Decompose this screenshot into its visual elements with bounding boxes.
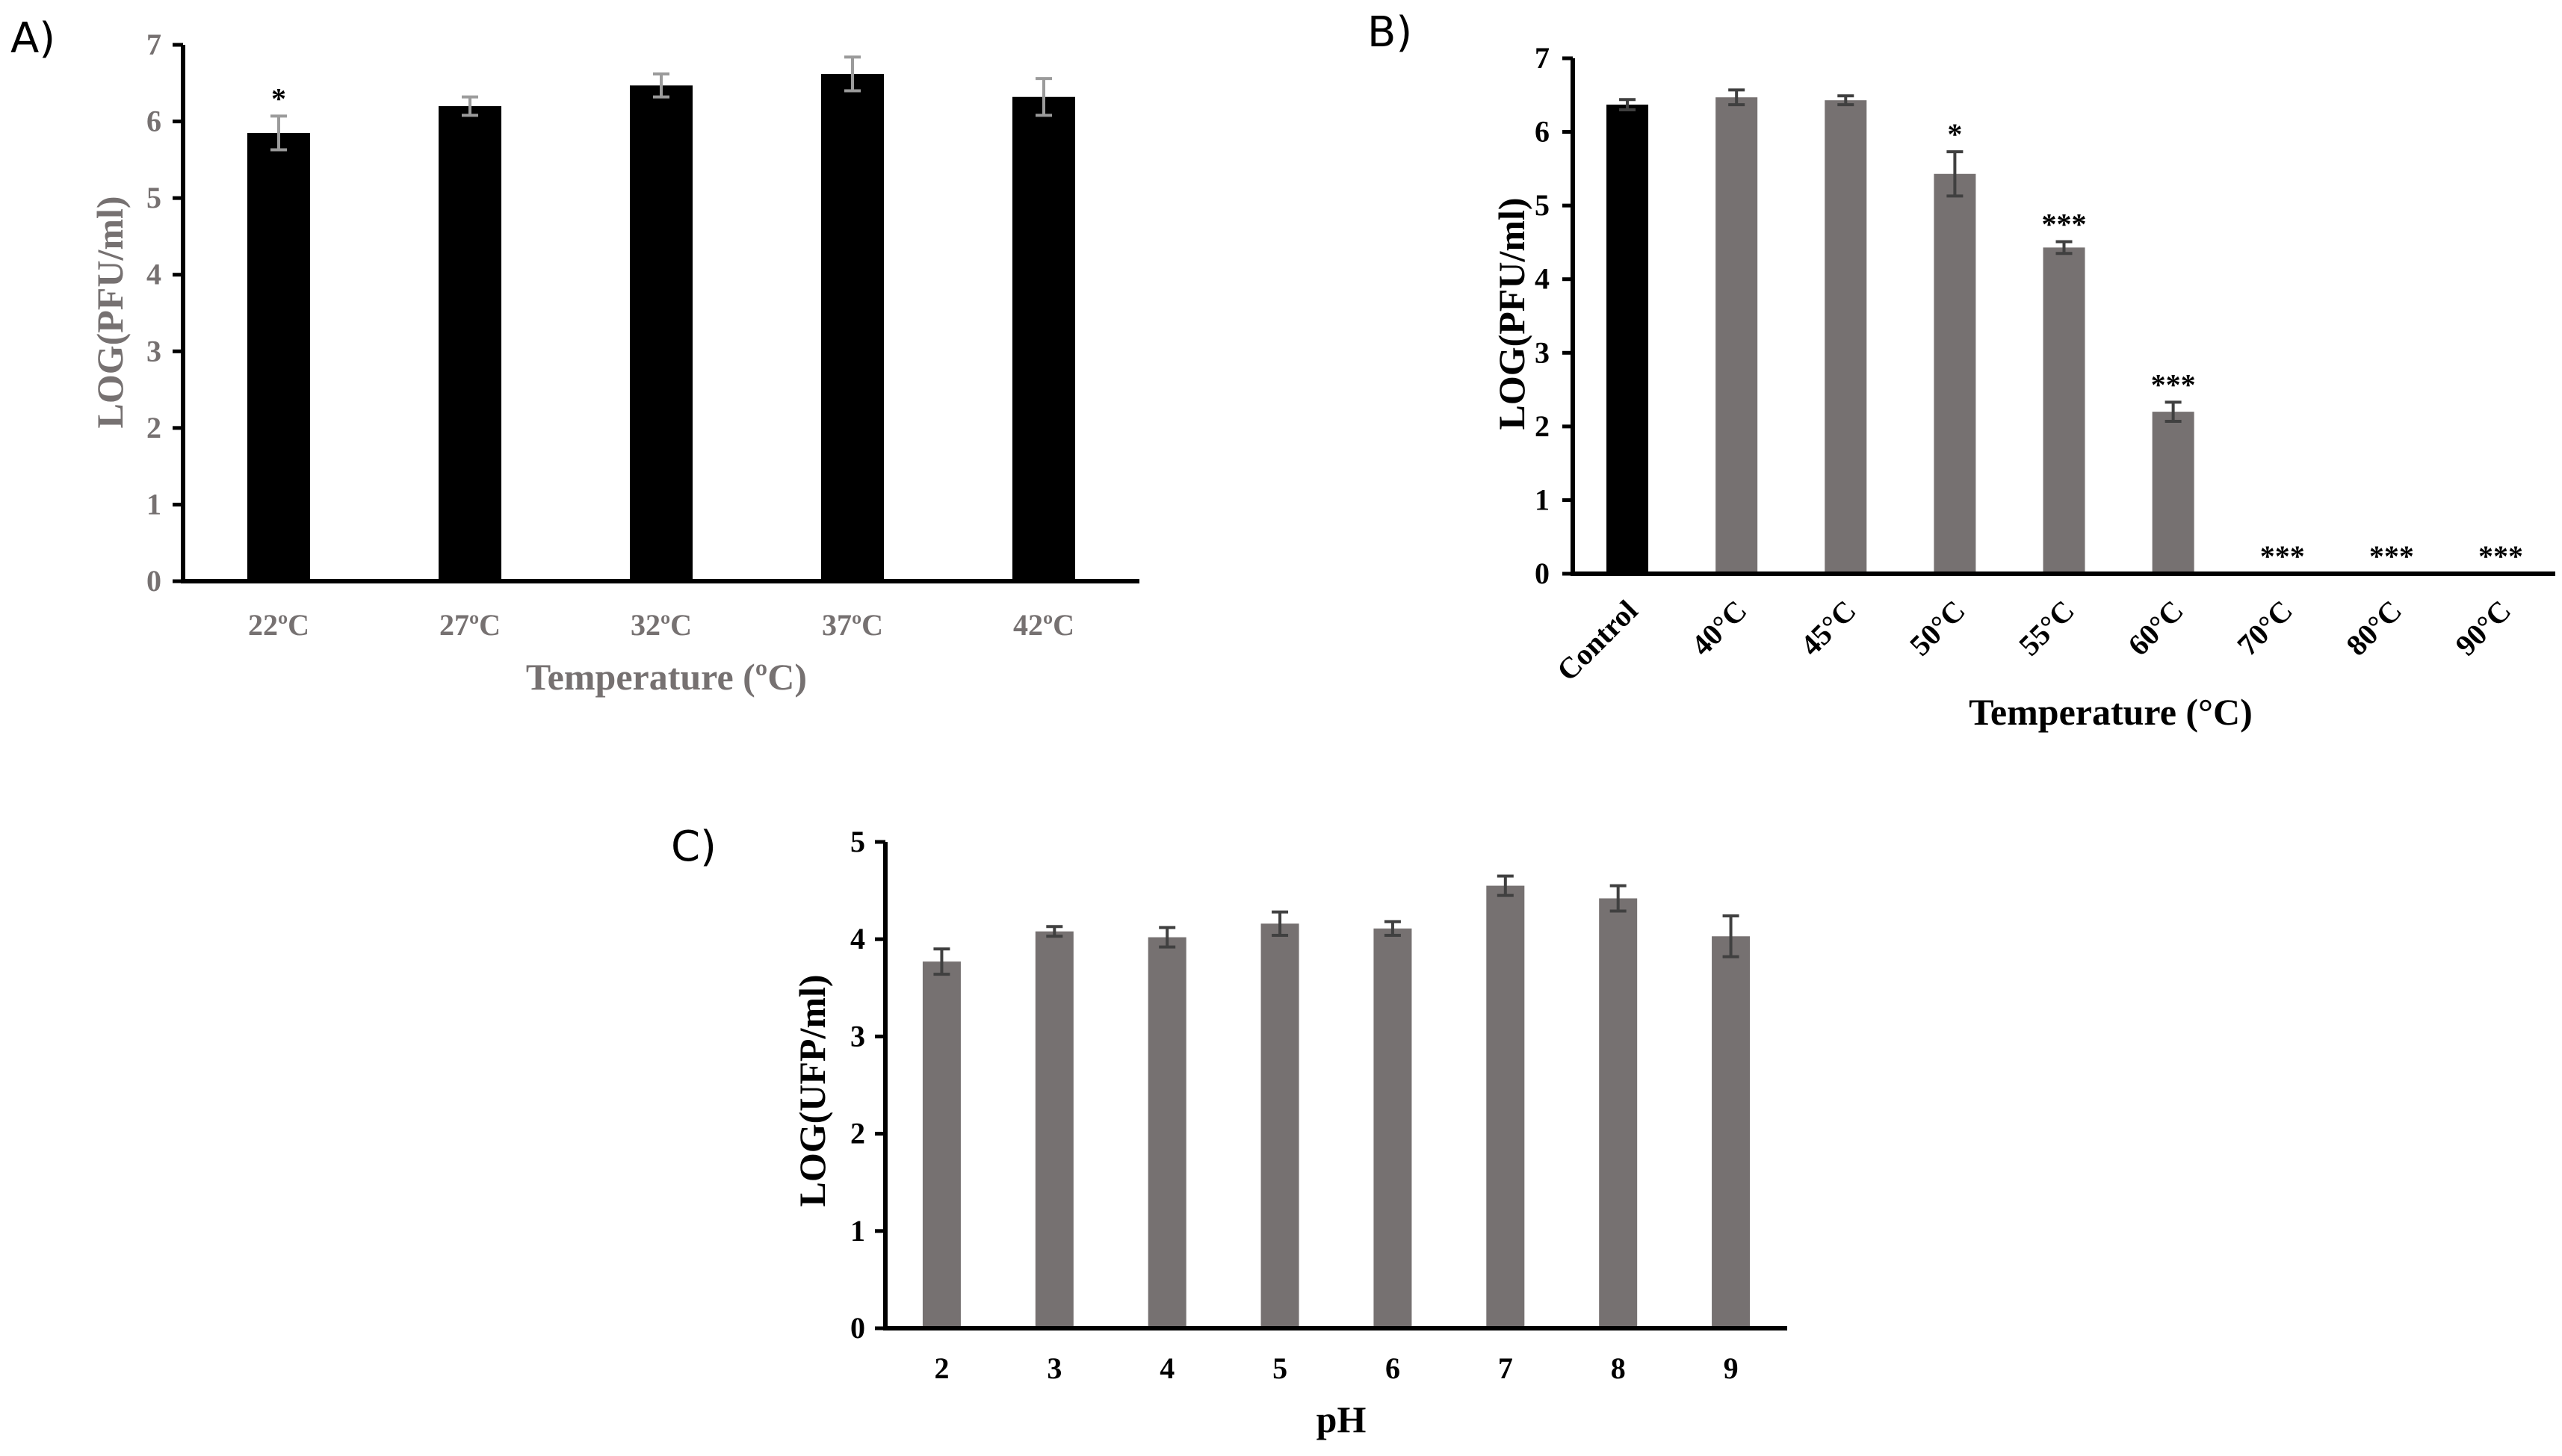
panel-a-x-axis-title: Temperature (ºC) — [526, 656, 807, 698]
panel-b-y-tick-label: 7 — [1535, 41, 1550, 75]
panel-a-y-tick-label: 0 — [146, 564, 161, 598]
panel-c-x-tick-label: 7 — [1498, 1351, 1513, 1385]
panel-a-y-tick-label: 3 — [146, 334, 161, 368]
panel-b-y-tick-label: 2 — [1535, 409, 1550, 443]
panel-c-bar — [1599, 898, 1638, 1328]
panel-c-bar — [1148, 937, 1186, 1328]
panel-b-significance-marker: *** — [2042, 207, 2087, 241]
panel-b-y-tick-label: 4 — [1535, 262, 1550, 296]
panel-b-label: B) — [1367, 8, 1412, 57]
panel-a-x-tick-label: 37ºC — [822, 608, 883, 642]
panel-c-x-tick-label: 8 — [1611, 1351, 1626, 1385]
panel-c-bar — [922, 961, 961, 1328]
panel-a-y-tick-label: 2 — [146, 411, 161, 444]
panel-a-y-tick-label: 5 — [146, 181, 161, 214]
panel-b-bar — [2043, 247, 2085, 574]
panel-c-axes — [883, 842, 1787, 1330]
panel-b-bars: ********** *** *** — [1606, 88, 2523, 574]
panel-b-significance-marker: *** — [2151, 368, 2196, 401]
panel-c-x-tick-label: 9 — [1724, 1351, 1739, 1385]
panel-c: C) 0 1 2 3 4 5 2 3 4 5 6 7 8 9 pH LOG(UFP/ml) — [671, 823, 1787, 1440]
panel-b-y-tick-label: 3 — [1535, 335, 1550, 369]
panel-c-x-tick-label: 5 — [1272, 1351, 1287, 1385]
panel-c-y-ticks: 0 1 2 3 4 5 — [850, 825, 885, 1345]
panel-a-x-tick-label: 42ºC — [1013, 608, 1074, 642]
panel-c-x-tick-label: 6 — [1385, 1351, 1400, 1385]
panel-a-bar — [247, 132, 310, 581]
panel-c-y-tick-label: 0 — [850, 1311, 865, 1345]
panel-c-bar — [1035, 931, 1074, 1328]
panel-a-y-ticks: 0 1 2 3 4 5 6 7 — [146, 28, 183, 598]
panel-c-x-axis-title: pH — [1316, 1398, 1367, 1440]
panel-c-x-ticks: 2 3 4 5 6 7 8 9 — [934, 1351, 1738, 1385]
panel-b-y-tick-label: 6 — [1535, 115, 1550, 149]
panel-b-axes — [1571, 58, 2555, 576]
panel-b-significance-marker: *** — [2260, 539, 2305, 573]
panel-a-bar — [630, 85, 693, 581]
panel-a-y-tick-label: 1 — [146, 487, 161, 521]
panel-c-bars — [922, 874, 1751, 1328]
panel-c-bar — [1373, 928, 1412, 1328]
panel-a-bars: * — [247, 55, 1075, 582]
panel-a-y-tick-label: 6 — [146, 105, 161, 138]
panel-c-x-tick-label: 2 — [934, 1351, 949, 1385]
panel-b-bar — [1934, 173, 1976, 574]
panel-c-bar — [1260, 923, 1299, 1328]
panel-c-bar — [1486, 885, 1525, 1328]
panel-c-y-tick-label: 5 — [850, 825, 865, 858]
panel-a-bar — [439, 106, 501, 582]
panel-b-significance-marker: *** — [2369, 539, 2414, 573]
panel-a-significance-marker: * — [271, 81, 286, 115]
panel-c-x-tick-label: 3 — [1047, 1351, 1062, 1385]
panel-c-y-tick-label: 1 — [850, 1214, 865, 1248]
panel-b-significance-marker: * — [1947, 117, 1962, 151]
panel-c-bar — [1712, 936, 1751, 1328]
panel-b-bar — [1825, 100, 1867, 574]
panel-a-axes — [181, 45, 1139, 583]
panel-a-x-ticks: 22ºC 27ºC 32ºC 37ºC 42ºC — [248, 608, 1074, 642]
panel-c-y-tick-label: 2 — [850, 1117, 865, 1150]
panel-a-y-tick-label: 7 — [146, 28, 161, 61]
panel-c-y-axis-title: LOG(UFP/ml) — [791, 974, 833, 1206]
panel-b-bar — [1606, 105, 1649, 574]
panel-a-x-tick-label: 22ºC — [248, 608, 309, 642]
panel-b-y-tick-label: 5 — [1535, 188, 1550, 222]
panel-a-bar — [821, 73, 884, 581]
panel-c-label: C) — [671, 823, 717, 871]
panel-b-y-ticks: 0 1 2 3 4 5 6 7 — [1535, 41, 1573, 590]
panel-a-y-axis-title: LOG(PFU/ml) — [89, 196, 131, 428]
panel-b-y-tick-label: 1 — [1535, 483, 1550, 516]
panel-c-y-tick-label: 3 — [850, 1019, 865, 1053]
panel-a-bar — [1012, 96, 1075, 582]
panel-a-x-tick-label: 27ºC — [439, 608, 501, 642]
panel-b-y-tick-label: 0 — [1535, 557, 1550, 590]
panel-b-x-axis-title: Temperature (°C) — [1969, 691, 2253, 733]
panel-b-bar — [1715, 97, 1758, 574]
panel-b-y-axis-title: LOG(PFU/ml) — [1491, 197, 1532, 430]
panel-b-significance-marker: *** — [2478, 539, 2523, 573]
panel-c-x-tick-label: 4 — [1160, 1351, 1175, 1385]
panel-c-y-tick-label: 4 — [850, 922, 865, 955]
panel-a-y-tick-label: 4 — [146, 258, 161, 291]
panel-a-label: A) — [10, 14, 55, 63]
panel-a-x-tick-label: 32ºC — [631, 608, 692, 642]
panel-b-bar — [2152, 412, 2194, 574]
panel-a: A) * 0 1 2 3 4 5 6 7 22ºC 27ºC 32ºC 37ºC 42ºC Tempe… — [10, 14, 1139, 698]
